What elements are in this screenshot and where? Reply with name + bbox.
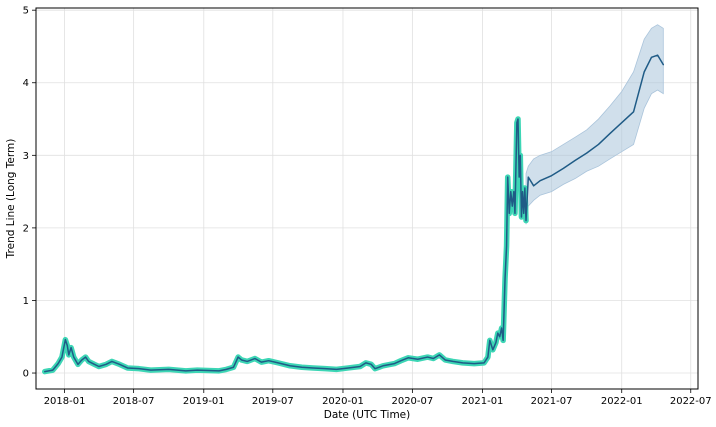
- x-tick-label: 2021-01: [462, 396, 504, 407]
- series-layer: [42, 54, 665, 375]
- y-tick-label: 4: [23, 78, 29, 89]
- y-axis-ticks: 0 1 2 3 4 5: [23, 6, 36, 380]
- y-tick-label: 5: [23, 6, 29, 17]
- y-tick-label: 3: [23, 151, 29, 162]
- series-line-2: [44, 54, 665, 373]
- plot-frame: [35, 7, 699, 390]
- series-line-1: [42, 116, 529, 375]
- x-axis-ticks: 2018-01 2018-07 2019-01 2019-07 2020-01 2020-…: [44, 389, 712, 407]
- y-tick-label: 2: [23, 223, 29, 234]
- x-tick-label: 2020-01: [322, 396, 364, 407]
- x-tick-label: 2022-07: [670, 396, 712, 407]
- grid: [36, 8, 698, 389]
- confidence-band: [525, 24, 664, 225]
- y-tick-label: 1: [23, 296, 29, 307]
- x-tick-label: 2022-01: [601, 396, 643, 407]
- y-tick-label: 0: [23, 369, 29, 380]
- x-tick-label: 2019-01: [183, 396, 225, 407]
- x-tick-label: 2018-01: [44, 396, 86, 407]
- x-tick-label: 2021-07: [531, 396, 573, 407]
- y-axis-label: Trend Line (Long Term): [5, 139, 17, 260]
- x-axis-label: Date (UTC Time): [324, 409, 410, 421]
- x-tick-label: 2018-07: [113, 396, 155, 407]
- confidence-band-layer: [525, 24, 664, 225]
- x-tick-label: 2020-07: [391, 396, 433, 407]
- x-tick-label: 2019-07: [252, 396, 294, 407]
